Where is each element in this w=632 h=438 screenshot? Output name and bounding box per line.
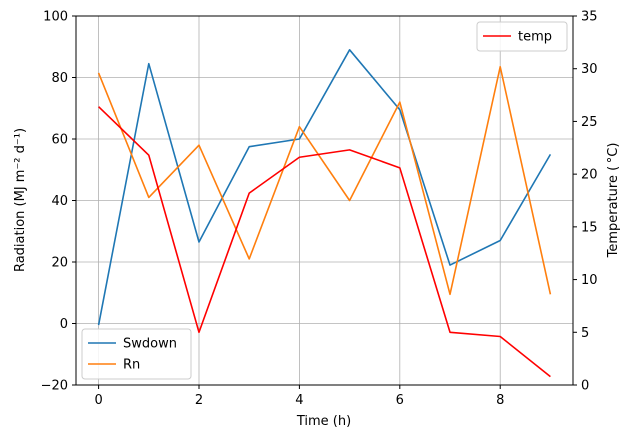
y-left-axis-ticks: −20 0 20 40 60 80 100 — [41, 10, 76, 394]
legend-radiation: Swdown Rn — [81, 328, 192, 380]
y-left-tick-label: −20 — [41, 379, 68, 394]
series-line-temp — [98, 106, 551, 378]
y-left-tick-label: 0 — [60, 317, 68, 332]
y-right-tick-label: 30 — [581, 62, 598, 77]
y-right-tick-label: 0 — [581, 379, 589, 394]
x-axis-label: Time (h) — [296, 414, 351, 429]
y-left-axis-label: Radiation (MJ m⁻² d⁻¹) — [13, 128, 28, 272]
series-line-rn — [97, 65, 552, 296]
x-axis-ticks: 0 2 4 6 8 — [94, 385, 504, 408]
y-right-axis-label: Temperature ( °C) — [606, 143, 621, 259]
y-right-tick-label: 35 — [581, 10, 598, 25]
grid — [76, 15, 573, 386]
y-right-tick-label: 10 — [581, 273, 598, 288]
legend-box — [81, 328, 192, 380]
y-right-tick-label: 15 — [581, 220, 598, 235]
legend-temperature: temp — [476, 21, 568, 52]
legend-box — [476, 21, 568, 52]
y-right-axis-ticks: 0 5 10 15 20 25 30 35 — [573, 10, 598, 394]
x-tick-label: 6 — [396, 393, 404, 408]
x-tick-label: 8 — [496, 393, 504, 408]
y-right-tick-label: 20 — [581, 168, 598, 183]
legend-label: Rn — [123, 358, 140, 373]
legend-label: temp — [518, 30, 552, 45]
x-tick-label: 4 — [295, 393, 303, 408]
y-left-tick-label: 100 — [43, 10, 68, 25]
y-left-tick-label: 80 — [51, 71, 68, 86]
y-right-tick-label: 5 — [581, 326, 589, 341]
y-left-tick-label: 40 — [51, 194, 68, 209]
y-left-tick-label: 20 — [51, 256, 68, 271]
x-tick-label: 0 — [94, 393, 102, 408]
series-line-swdown — [97, 49, 552, 326]
series-lines — [97, 49, 552, 378]
legend-label: Swdown — [123, 337, 177, 352]
y-right-tick-label: 25 — [581, 115, 598, 130]
x-tick-label: 2 — [195, 393, 203, 408]
y-left-tick-label: 60 — [51, 133, 68, 148]
